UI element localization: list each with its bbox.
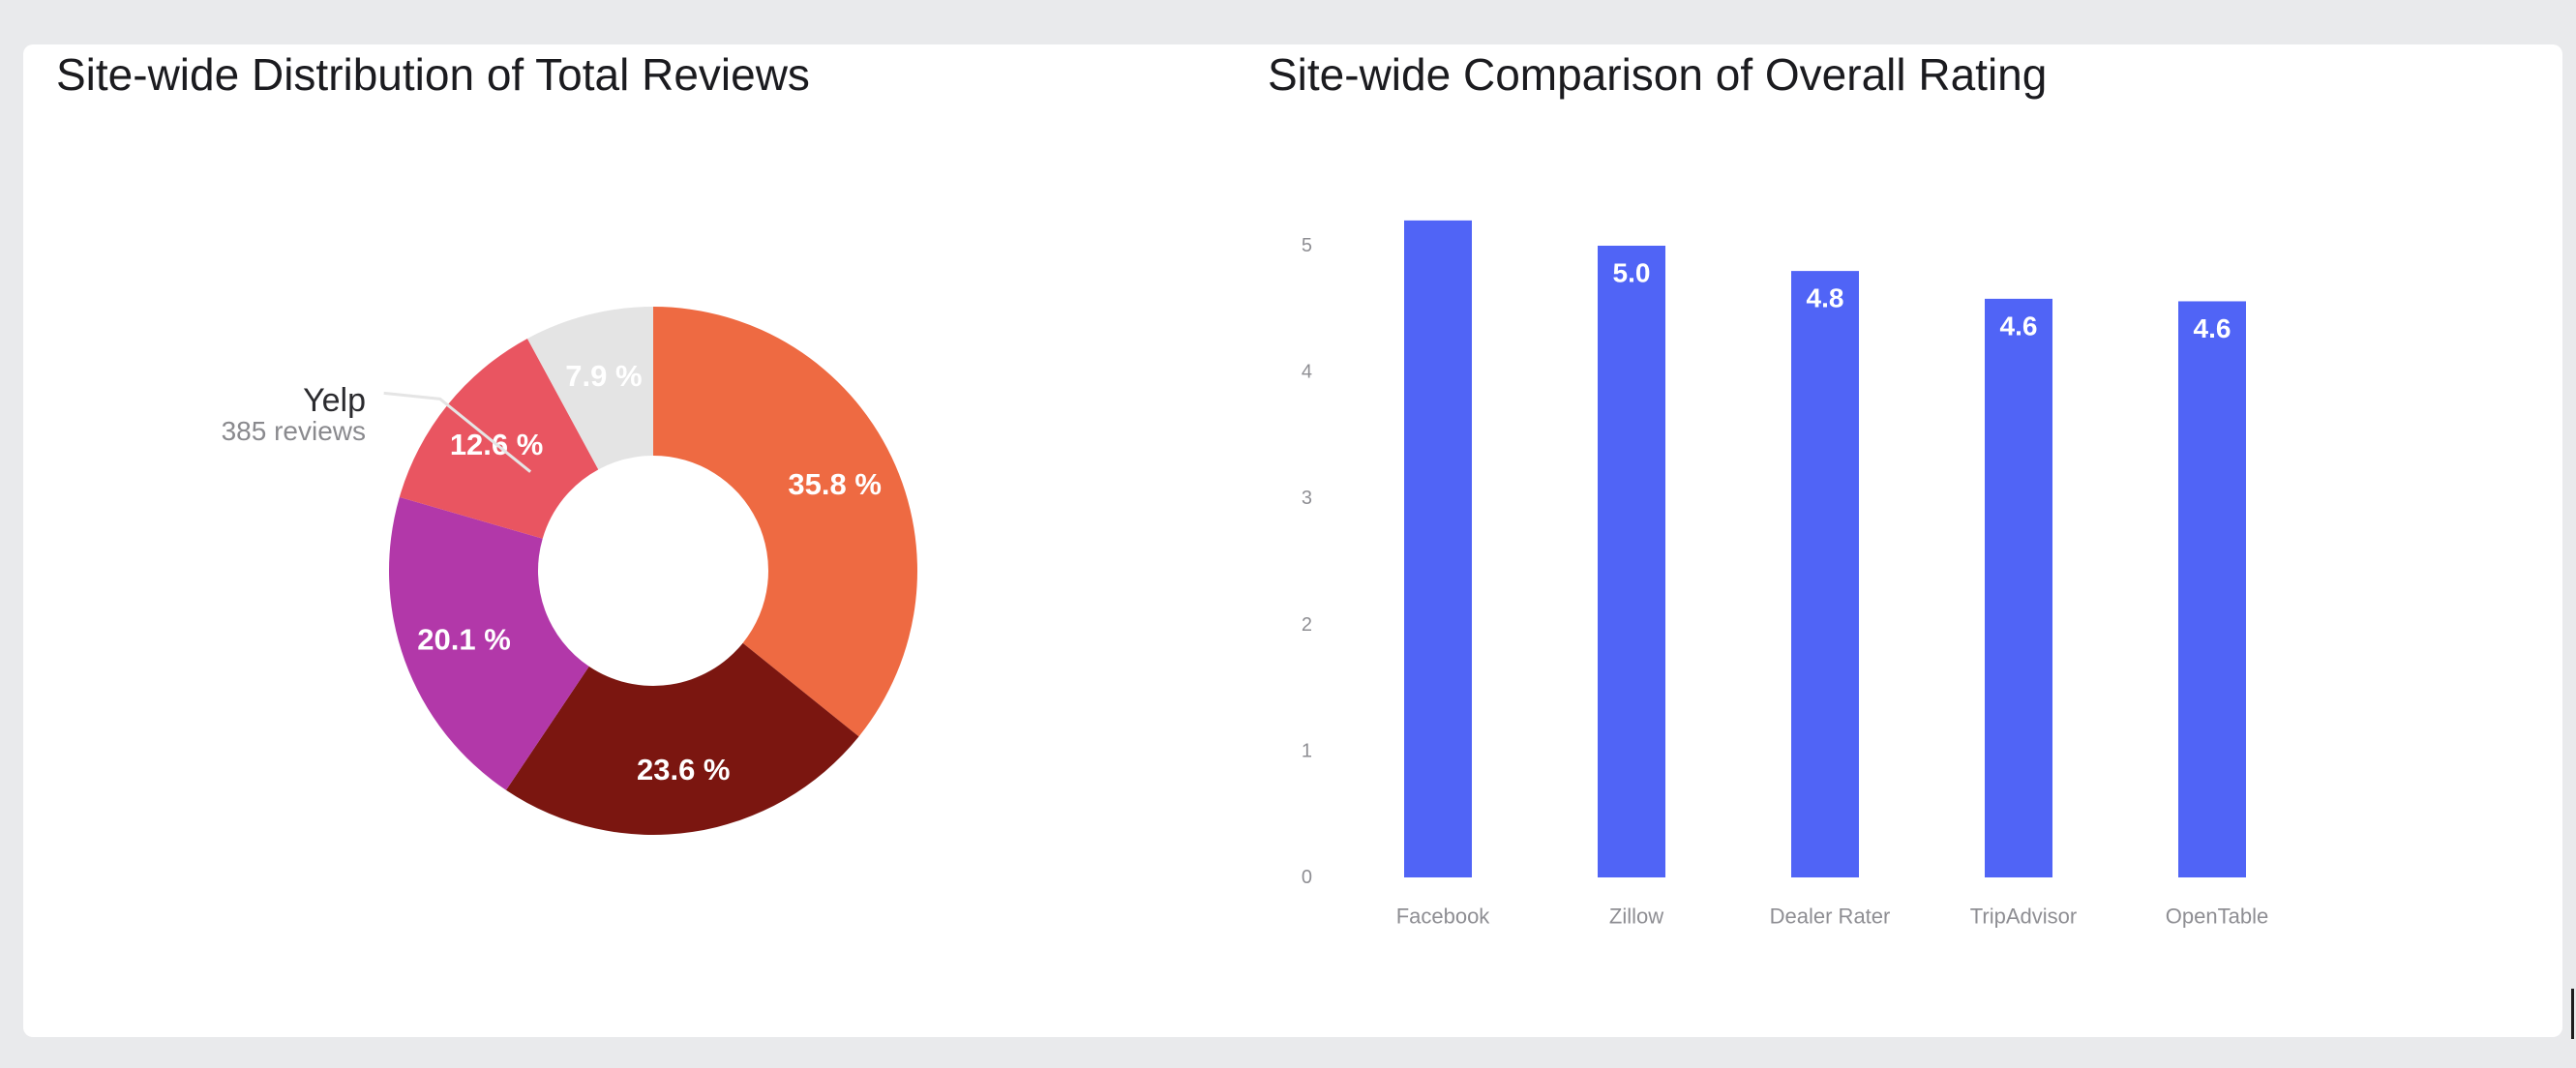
donut-slice[interactable]: [526, 307, 653, 470]
callout-review-count: 385 reviews: [222, 416, 366, 446]
slice-percent-label: 7.9 %: [565, 359, 642, 393]
y-tick-label: 5: [1302, 235, 1312, 256]
donut-slice[interactable]: [388, 496, 589, 790]
slice-percent-label: 20.1 %: [417, 623, 511, 657]
rating-bar[interactable]: [1985, 298, 2052, 877]
pie-chart-title: Site-wide Distribution of Total Reviews: [56, 49, 810, 100]
bar-value-label: 4.8: [1807, 283, 1844, 313]
rating-bar[interactable]: [1791, 271, 1859, 877]
window-edge-mark: [2571, 989, 2574, 1039]
y-tick-label: 2: [1302, 614, 1312, 636]
y-tick-label: 4: [1302, 362, 1312, 383]
x-category-label: Zillow: [1609, 905, 1663, 929]
bar-chart-title: Site-wide Comparison of Overall Rating: [1268, 49, 2048, 100]
y-tick-label: 1: [1302, 740, 1312, 761]
callout-site-name: Yelp: [303, 382, 366, 419]
slice-percent-label: 23.6 %: [637, 753, 731, 786]
bar-value-label: 4.6: [2000, 311, 2038, 341]
x-category-label: Facebook: [1396, 905, 1491, 929]
bar-value-label: 4.6: [2194, 313, 2232, 343]
y-tick-label: 3: [1302, 488, 1312, 509]
rating-bar[interactable]: [1404, 220, 1472, 877]
slice-percent-label: 35.8 %: [788, 467, 882, 501]
rating-bar[interactable]: [1598, 246, 1665, 877]
donut-slice[interactable]: [399, 338, 599, 539]
x-category-label: OpenTable: [2166, 905, 2268, 929]
y-tick-label: 0: [1302, 867, 1312, 888]
donut-slice[interactable]: [505, 642, 859, 835]
x-category-label: Dealer Rater: [1770, 905, 1891, 929]
x-category-label: TripAdvisor: [1970, 905, 2077, 929]
donut-slice[interactable]: [653, 307, 917, 737]
rating-bar[interactable]: [2178, 301, 2246, 877]
callout-leader-line: [383, 391, 532, 473]
bar-value-label: 5.0: [1613, 258, 1651, 288]
